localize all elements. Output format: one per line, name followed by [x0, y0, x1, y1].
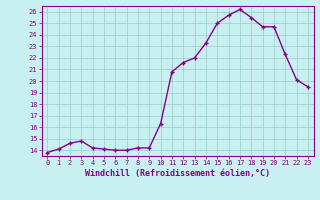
X-axis label: Windchill (Refroidissement éolien,°C): Windchill (Refroidissement éolien,°C)	[85, 169, 270, 178]
